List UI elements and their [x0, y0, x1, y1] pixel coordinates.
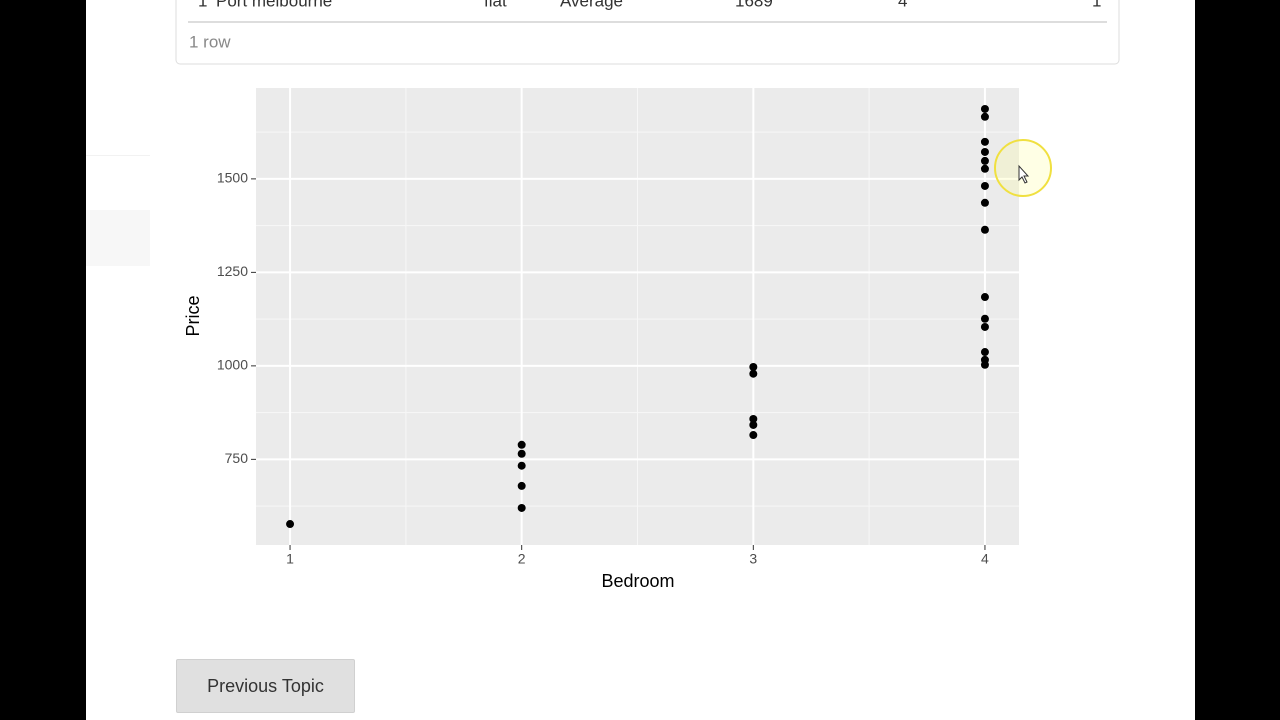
- point: [980, 147, 989, 156]
- x-tick-label: 3: [749, 551, 757, 567]
- point: [980, 137, 989, 146]
- table-cell: flat: [484, 0, 507, 10]
- point: [517, 440, 526, 449]
- table-footer: 1 row: [189, 32, 231, 51]
- point: [517, 503, 526, 512]
- point: [749, 431, 758, 440]
- y-tick-label: 1000: [217, 357, 248, 373]
- point: [980, 348, 989, 357]
- x-axis-label: Bedroom: [601, 571, 674, 591]
- point: [980, 198, 989, 207]
- point: [980, 181, 989, 190]
- point: [980, 322, 989, 331]
- point: [980, 112, 989, 121]
- point: [980, 225, 989, 234]
- table-cell: Average: [560, 0, 623, 10]
- chart: 1 Port melbourne flat Average 1689 4 1 1…: [86, 0, 1120, 591]
- point: [980, 360, 989, 369]
- cursor: [1018, 164, 1030, 184]
- point: [286, 520, 295, 529]
- table-cell: 1: [198, 0, 207, 10]
- side-divider: [86, 155, 150, 156]
- point: [517, 461, 526, 470]
- x-tick-label: 4: [981, 551, 989, 567]
- point: [749, 420, 758, 429]
- point: [749, 362, 758, 371]
- y-tick-label: 750: [225, 450, 249, 466]
- point: [980, 156, 989, 165]
- point: [749, 369, 758, 378]
- table-box: [175, 0, 1120, 65]
- table-cell: 1689: [735, 0, 773, 10]
- point: [980, 104, 989, 113]
- point: [980, 293, 989, 302]
- point: [749, 414, 758, 423]
- y-tick-label: 1250: [217, 263, 248, 279]
- tutorial-page: 1 Port melbourne flat Average 1689 4 1 1…: [86, 0, 1195, 720]
- x-tick-label: 2: [518, 551, 526, 567]
- cursor-highlight: [994, 139, 1052, 197]
- table-cell: 1: [1092, 0, 1101, 10]
- point: [980, 164, 989, 173]
- point: [517, 449, 526, 458]
- y-tick-label: 1500: [217, 170, 248, 186]
- table-cell: 4: [898, 0, 907, 10]
- plot: 750 1000 1250 1500 1 2 3 4: [217, 88, 1019, 567]
- previous-topic-button[interactable]: Previous Topic: [176, 659, 355, 713]
- x-tick-label: 1: [286, 551, 294, 567]
- side-panel: [86, 210, 150, 266]
- point: [980, 314, 989, 323]
- point: [517, 481, 526, 490]
- y-axis-label: Price: [183, 295, 203, 336]
- table-cell: Port melbourne: [216, 0, 332, 10]
